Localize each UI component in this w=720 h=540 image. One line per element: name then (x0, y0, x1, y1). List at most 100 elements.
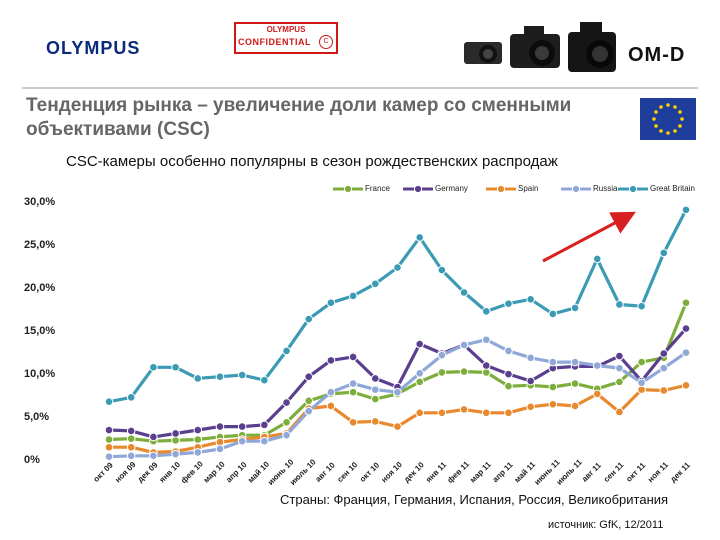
data-point (504, 299, 513, 308)
data-point (415, 377, 424, 387)
data-point (481, 408, 491, 418)
data-point (348, 418, 358, 427)
data-point (570, 303, 580, 313)
header-divider (22, 87, 698, 89)
legend-swatch (618, 184, 648, 194)
data-point (570, 401, 580, 411)
data-point (171, 449, 180, 459)
data-point (149, 362, 158, 372)
data-point (282, 418, 291, 427)
y-tick-label: 25,0% (24, 239, 56, 251)
data-point (481, 361, 491, 370)
data-point (215, 372, 225, 382)
data-point (348, 291, 358, 301)
data-point (415, 339, 424, 349)
data-point (149, 451, 158, 461)
legend-swatch (486, 184, 516, 194)
slide-subtitle: CSC-камеры особенно популярны в сезон ро… (66, 153, 558, 170)
x-tick-label: ноя 11 (646, 460, 670, 484)
legend-label: France (365, 184, 390, 193)
data-point (171, 362, 180, 372)
data-point (659, 248, 669, 258)
legend-swatch (561, 184, 591, 194)
data-point (304, 406, 314, 416)
x-tick-label: окт 09 (92, 460, 116, 484)
stamp-text: CONFIDENTIAL (238, 37, 311, 47)
legend-swatch (403, 184, 433, 194)
x-tick-label: окт 10 (358, 460, 382, 484)
data-point (393, 387, 402, 397)
data-point (126, 393, 136, 402)
chart-caption: Страны: Франция, Германия, Испания, Росс… (280, 492, 669, 507)
data-point (193, 374, 203, 383)
data-point (371, 374, 380, 383)
data-point (592, 389, 602, 399)
x-tick-label: сен 10 (335, 460, 359, 484)
data-point (659, 363, 669, 373)
data-point (570, 357, 580, 367)
data-point (104, 452, 114, 462)
slide-title: Тенденция рынка – увеличение доли камер … (26, 95, 572, 140)
legend-swatch-marker (628, 184, 638, 194)
data-point (126, 451, 136, 461)
data-point (237, 422, 247, 431)
data-point (592, 361, 602, 370)
data-point (459, 340, 469, 350)
data-point (260, 375, 269, 385)
data-point (415, 408, 424, 418)
camera-product-image (464, 22, 616, 72)
x-tick-label: дек 09 (136, 460, 160, 484)
data-point (504, 408, 513, 418)
data-point (637, 301, 646, 311)
x-tick-label: янв 11 (424, 460, 449, 485)
x-tick-label: апр 10 (224, 460, 249, 485)
data-point (282, 430, 291, 440)
x-tick-label: фев 11 (446, 459, 472, 485)
data-point (237, 436, 247, 446)
data-point (326, 298, 336, 308)
data-point (393, 263, 402, 272)
data-point (437, 368, 447, 377)
x-tick-label: дек 10 (402, 460, 426, 484)
data-point (104, 425, 114, 435)
data-point (681, 205, 691, 215)
legend-label: Germany (435, 184, 468, 193)
data-point (681, 298, 691, 308)
data-point (659, 349, 669, 358)
data-point (104, 397, 114, 406)
data-point (348, 379, 358, 388)
data-point (371, 279, 380, 289)
data-point (304, 396, 314, 406)
data-point (437, 350, 447, 360)
y-tick-label: 30,0% (24, 196, 56, 208)
data-point (615, 300, 624, 309)
data-point (548, 357, 558, 367)
data-point (504, 381, 513, 391)
stamp-mark-icon: C (319, 35, 333, 49)
data-point (570, 379, 580, 388)
data-point (126, 434, 136, 443)
data-point (437, 408, 447, 418)
data-point (681, 381, 691, 390)
data-point (393, 422, 402, 431)
data-point (348, 352, 358, 362)
data-point (193, 448, 203, 457)
x-tick-label: сен 11 (602, 460, 626, 484)
x-tick-label: янв 10 (158, 460, 183, 485)
data-point (415, 233, 424, 242)
legend-label: Spain (518, 184, 539, 193)
y-tick-label: 0% (24, 454, 40, 466)
data-point (215, 422, 225, 431)
data-point (215, 444, 225, 454)
data-point (171, 429, 180, 438)
y-tick-label: 20,0% (24, 282, 56, 294)
stamp-brand: OLYMPUS (266, 25, 306, 34)
data-point (149, 432, 158, 442)
source-note: источник: GfK, 12/2011 (548, 519, 664, 531)
data-point (126, 426, 136, 436)
data-point (282, 346, 291, 356)
data-point (659, 386, 669, 395)
series-line-4 (107, 208, 688, 404)
data-point (459, 288, 469, 297)
